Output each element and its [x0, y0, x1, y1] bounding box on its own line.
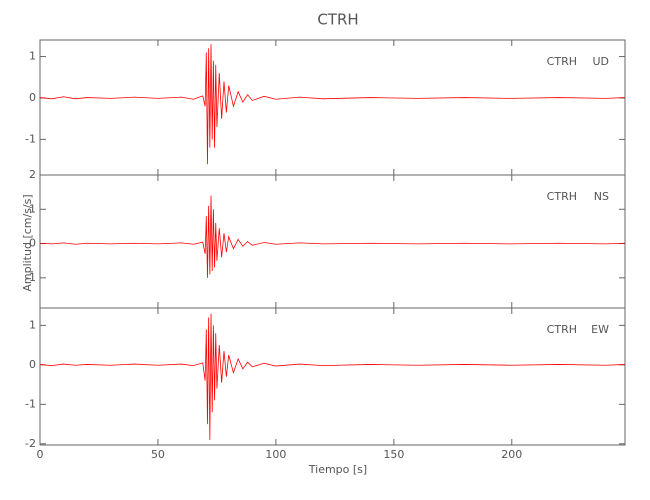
y-tick-label: -1	[25, 397, 36, 410]
waveform	[39, 44, 626, 165]
station-label: CTRH	[547, 190, 577, 203]
y-tick-label: 1	[29, 202, 36, 215]
y-axis-label: Amplitud [cm/s/s]	[21, 194, 34, 291]
component-label: UD	[592, 55, 609, 68]
x-tick-label: 0	[37, 448, 44, 461]
y-tick-label: -2	[25, 437, 36, 450]
panel-frame	[39, 39, 626, 176]
x-tick-label: 100	[265, 448, 286, 461]
chart-title: CTRH	[317, 11, 358, 29]
component-label: EW	[591, 323, 609, 336]
y-tick-label: 2	[29, 168, 36, 181]
y-tick-label: 0	[29, 91, 36, 104]
station-label: CTRH	[547, 323, 577, 336]
panel-frame	[39, 307, 626, 446]
y-tick-label: -1	[25, 132, 36, 145]
waveform	[39, 195, 626, 278]
x-tick-label: 50	[151, 448, 165, 461]
y-tick-label: 1	[29, 50, 36, 63]
y-tick-label: 0	[29, 237, 36, 250]
x-tick-label: 200	[501, 448, 522, 461]
y-tick-label: 0	[29, 358, 36, 371]
waveform	[39, 313, 626, 440]
y-tick-label: -1	[25, 271, 36, 284]
component-label: NS	[594, 190, 609, 203]
x-tick-label: 150	[383, 448, 404, 461]
x-axis-label: Tiempo [s]	[308, 463, 367, 476]
station-label: CTRH	[547, 55, 577, 68]
y-tick-label: 1	[29, 318, 36, 331]
panel-frame	[39, 174, 626, 309]
